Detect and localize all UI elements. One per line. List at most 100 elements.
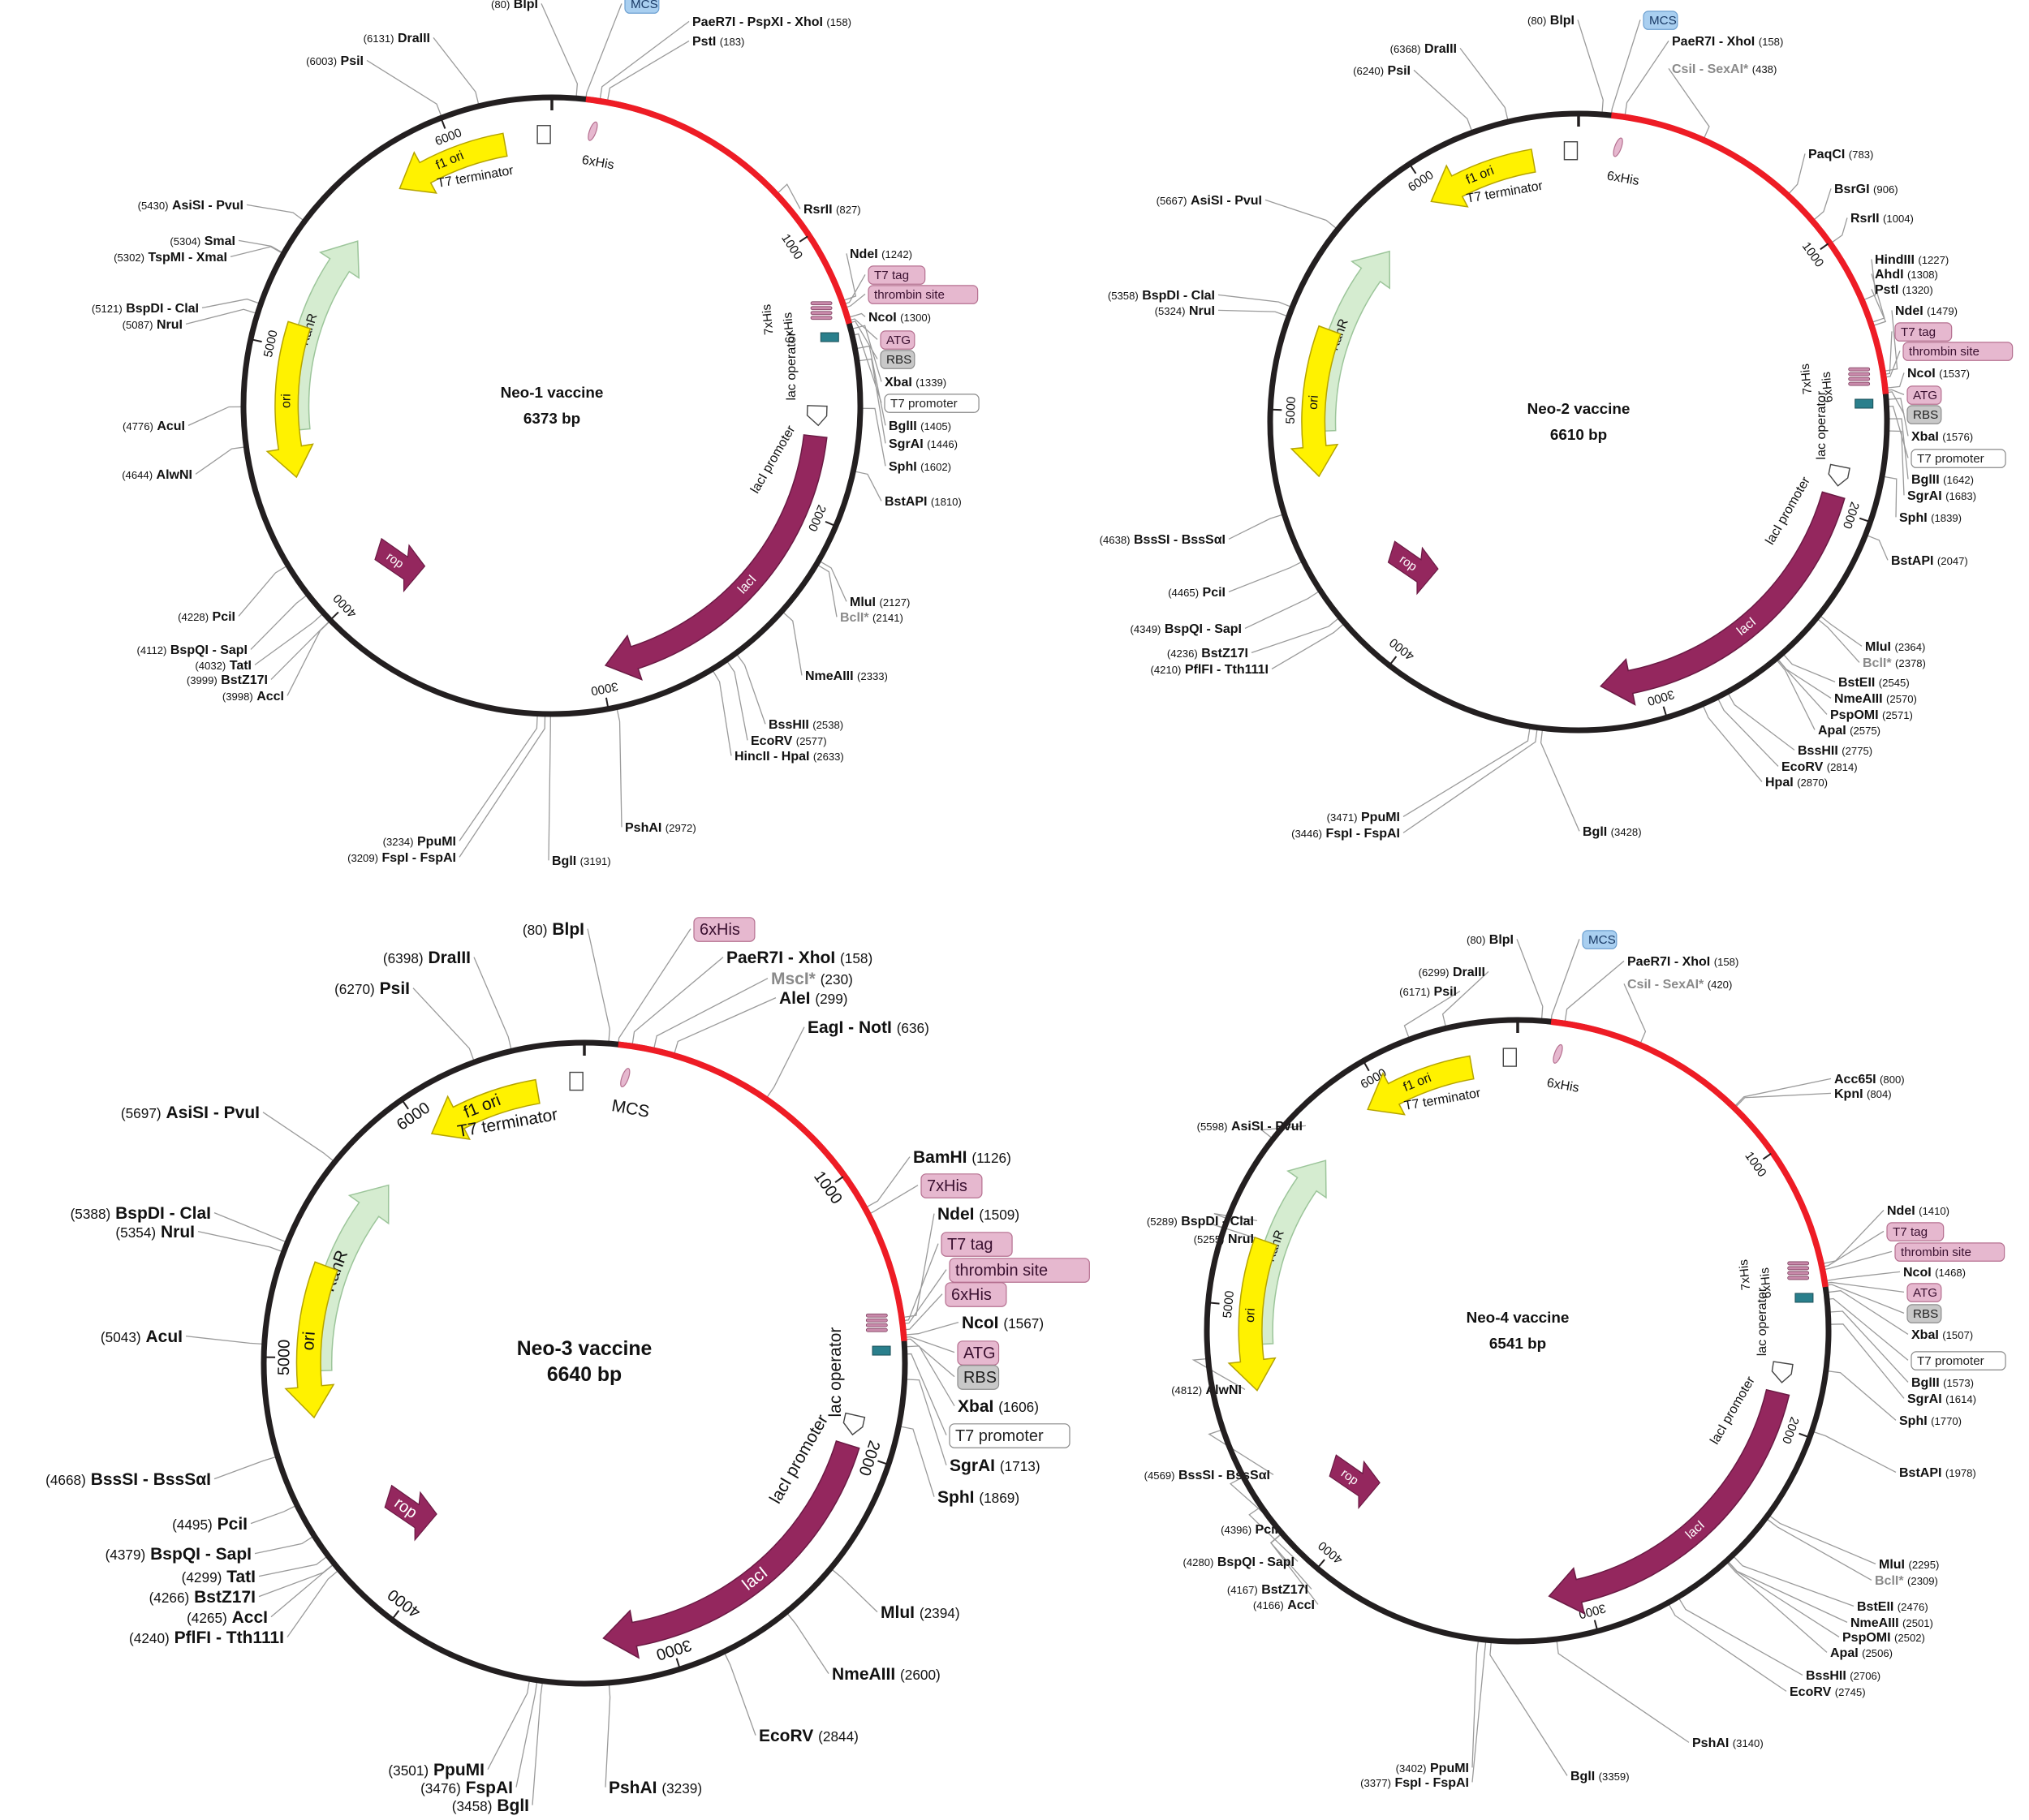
his6-label: 6xHis bbox=[1758, 1267, 1774, 1299]
lac-operator-label: lac operator bbox=[826, 1327, 845, 1418]
bp-tick-label: 5000 bbox=[1284, 396, 1299, 424]
site-leader-line bbox=[1829, 217, 1848, 244]
site-leader-line bbox=[270, 619, 331, 680]
neo4-plasmid-map: (80) BlpI MCS PaeR7I - XhoI (158) CsiI - Se… bbox=[1144, 930, 2006, 1790]
site-leader-line bbox=[187, 406, 244, 426]
f1-ori-feature-shape bbox=[1367, 1055, 1475, 1116]
site-label: NmeAIII (2501) bbox=[1850, 1616, 1933, 1630]
site-tag-label: thrombin site bbox=[874, 288, 945, 302]
site-label: BstAPI (2047) bbox=[1891, 554, 1968, 568]
site-tag-box bbox=[868, 265, 926, 285]
site-tag-box bbox=[880, 350, 915, 369]
site-label: BclI* (2309) bbox=[1875, 1574, 1938, 1588]
site-leader-line bbox=[1556, 1638, 1690, 1743]
site-tag-label: 6xHis bbox=[700, 921, 740, 939]
site-leader-line bbox=[1824, 1284, 1905, 1314]
plasmid-size: 6610 bp bbox=[1550, 426, 1607, 443]
site-paer7i-xhoi: PaeR7I - XhoI (158) bbox=[1624, 35, 1783, 118]
site-label: (3377) FspI - FspAI bbox=[1360, 1776, 1469, 1790]
site-tag-box bbox=[1911, 449, 2006, 468]
plasmid-backbone bbox=[240, 94, 864, 717]
ori-feature-label: ori bbox=[1243, 1308, 1258, 1323]
site-nmeaiii: NmeAIII (2600) bbox=[786, 1611, 941, 1684]
site-t7-tag: T7 tag bbox=[1821, 1222, 1945, 1268]
ori-feature: ori bbox=[265, 321, 314, 479]
site-leader-line bbox=[599, 20, 690, 101]
site-leader-line bbox=[847, 312, 866, 319]
site-bspqi-sapi: (4349) BspQI - SapI bbox=[1131, 590, 1321, 636]
site-leader-line bbox=[1726, 691, 1795, 751]
site-tag-label: RBS bbox=[1913, 408, 1938, 422]
site-leader-line bbox=[246, 204, 305, 222]
site-ecorv: EcoRV (2814) bbox=[1717, 697, 1858, 774]
laci-feature: lacI bbox=[604, 434, 828, 681]
plasmid-title: Neo-2 vaccine 6610 bp bbox=[1527, 400, 1631, 443]
site-psti: PstI (1320) bbox=[1871, 283, 1933, 327]
site-leader-line bbox=[213, 1212, 288, 1243]
site-tag-box bbox=[957, 1365, 1000, 1390]
site-label: NcoI (1300) bbox=[868, 311, 931, 325]
bp-tick bbox=[877, 1460, 888, 1465]
site-bcli: BclI* (2378) bbox=[1816, 617, 1926, 670]
site-tag-label: T7 tag bbox=[947, 1236, 993, 1254]
his-stack-bar bbox=[865, 1323, 888, 1327]
site-leader-line bbox=[1260, 1125, 1307, 1140]
site-leader-line bbox=[412, 987, 476, 1063]
site-label: BglI (3359) bbox=[1570, 1770, 1630, 1783]
site-mlui: MluI (2295) bbox=[1768, 1514, 1939, 1572]
site-leader-line bbox=[1865, 534, 1889, 561]
site-leader-line bbox=[262, 1112, 335, 1163]
site-leader-line bbox=[1786, 153, 1806, 196]
site-thrombin-site: thrombin site bbox=[844, 285, 979, 309]
site-leader-line bbox=[904, 1379, 947, 1465]
site-tag-label: ATG bbox=[886, 333, 911, 347]
site-blpi: (80) BlpI bbox=[1527, 14, 1604, 115]
his-stack-bar bbox=[865, 1313, 888, 1318]
his-stack-bar bbox=[1787, 1266, 1810, 1271]
site-leader-line bbox=[286, 620, 331, 696]
site-blpi: (80) BlpI bbox=[523, 920, 610, 1044]
site-label: (5304) SmaI bbox=[170, 234, 235, 248]
site-leader-line bbox=[1668, 68, 1710, 140]
site-label: (3999) BstZ17I bbox=[187, 673, 268, 687]
site-leader-line bbox=[901, 1213, 935, 1319]
site-leader-line bbox=[605, 1682, 611, 1788]
site-label: (5121) BspDI - ClaI bbox=[92, 302, 199, 316]
site-ndei: NdeI (1410) bbox=[1820, 1204, 1949, 1265]
site-xbai: XbaI (1576) bbox=[1885, 398, 1973, 444]
site-bstz17i: (4236) BstZ17I bbox=[1167, 617, 1341, 660]
bp-tick-label: 2000 bbox=[855, 1438, 883, 1478]
rop-feature: rop bbox=[374, 537, 426, 593]
his-stack-bar bbox=[865, 1318, 888, 1323]
site-bsshii: BssHII (2775) bbox=[1726, 691, 1872, 758]
site-leader-line bbox=[1402, 727, 1538, 833]
site-leader-line bbox=[366, 59, 443, 118]
site-label: BstEII (2545) bbox=[1838, 676, 1910, 690]
his-stack-bar bbox=[1848, 372, 1871, 376]
features: f1 oriKanRorilacIropT7 terminator6xHisla… bbox=[1290, 137, 1874, 706]
site-bsssi-bsss-i: (4569) BssSI - BssSαI bbox=[1144, 1429, 1274, 1482]
site-label: (80) BlpI bbox=[491, 0, 538, 11]
site-leader-line bbox=[1564, 960, 1625, 1024]
site-leader-line bbox=[1191, 1357, 1246, 1390]
site-label: NcoI (1567) bbox=[962, 1314, 1044, 1332]
site-leader-line bbox=[1540, 728, 1580, 832]
site-tag-box bbox=[1902, 342, 2014, 361]
site-psii: (6270) PsiI bbox=[334, 979, 476, 1063]
site-leader-line bbox=[1271, 622, 1346, 669]
site-leader-line bbox=[1765, 1517, 1872, 1581]
site-leader-line bbox=[781, 610, 803, 676]
his-stack-bar bbox=[810, 311, 833, 316]
site-leader-line bbox=[1733, 1078, 1832, 1108]
his-stack-bar bbox=[1787, 1271, 1810, 1276]
site-leader-line bbox=[776, 183, 801, 209]
site-msci: MscI* (230) bbox=[653, 970, 853, 1051]
bp-tick bbox=[1799, 1432, 1809, 1438]
f1-ori-feature: f1 ori bbox=[398, 132, 508, 194]
site-label: CsiI - SexAI* (420) bbox=[1627, 978, 1732, 992]
site-rbs: RBS bbox=[1885, 391, 1942, 424]
site-label: NdeI (1509) bbox=[937, 1205, 1019, 1224]
bp-tick bbox=[1662, 706, 1668, 716]
site-label: (4280) BspQI - SapI bbox=[1183, 1555, 1295, 1569]
site-label: (4240) PflFI - Tth111I bbox=[129, 1629, 284, 1647]
